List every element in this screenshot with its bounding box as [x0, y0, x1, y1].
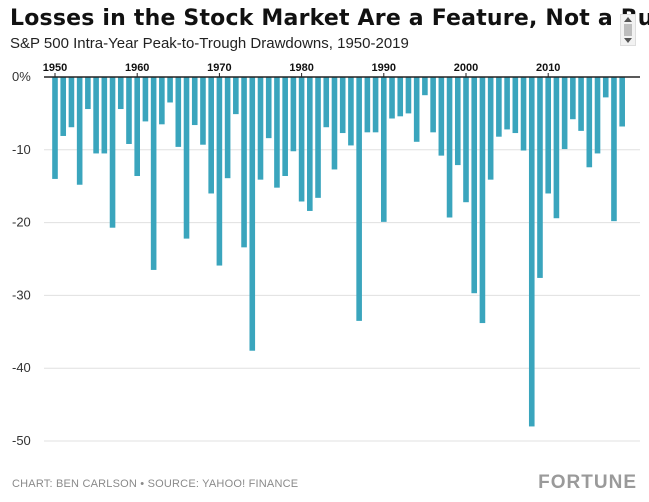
bar-1951 — [60, 77, 67, 136]
bar-1956 — [101, 77, 108, 154]
y-tick-label: -10 — [12, 142, 31, 157]
bar-1993 — [405, 77, 412, 114]
bar-2002 — [479, 77, 486, 324]
bar-1960 — [134, 77, 140, 177]
bar-1959 — [126, 77, 132, 144]
bar-1995 — [422, 77, 428, 96]
bar-2017 — [602, 77, 609, 98]
scroll-thumb[interactable] — [624, 24, 632, 36]
bar-1957 — [109, 77, 116, 228]
bar-2013 — [570, 77, 576, 120]
bar-2003 — [487, 77, 494, 180]
bar-1962 — [150, 77, 157, 270]
bar-1994 — [413, 77, 420, 142]
bar-2004 — [496, 77, 502, 137]
bar-2000 — [463, 77, 469, 203]
bar-1984 — [331, 77, 338, 170]
bar-1954 — [85, 77, 91, 110]
bar-1982 — [315, 77, 321, 198]
y-gridlines — [44, 149, 640, 442]
bar-2016 — [594, 77, 601, 154]
x-tick-label: 1980 — [289, 62, 313, 74]
bar-1970 — [216, 77, 223, 266]
bar-1968 — [200, 77, 206, 145]
chart-credit: CHART: BEN CARLSON • SOURCE: YAHOO! FINA… — [12, 478, 299, 490]
chart-title: Losses in the Stock Market Are a Feature… — [10, 6, 649, 31]
bar-1966 — [183, 77, 190, 239]
bar-2015 — [586, 77, 593, 168]
bar-1950 — [52, 77, 58, 179]
bar-2019 — [619, 77, 625, 127]
bar-1987 — [356, 77, 362, 321]
bar-2018 — [611, 77, 617, 222]
x-tick-label: 1950 — [43, 62, 67, 74]
bar-2006 — [512, 77, 519, 134]
bar-1978 — [282, 77, 288, 177]
bar-1986 — [348, 77, 354, 146]
scroll-down-arrow-icon[interactable] — [624, 38, 632, 43]
bar-1969 — [208, 77, 214, 194]
y-axis: 0% -10 -20 -30 -40 -50 — [12, 69, 31, 448]
bar-1999 — [454, 77, 461, 166]
bar-1988 — [364, 77, 371, 133]
bar-1985 — [339, 77, 346, 134]
y-tick-label: 0% — [12, 69, 31, 84]
bar-2005 — [504, 77, 510, 130]
x-tick-label: 1990 — [372, 62, 396, 74]
brand-logo: FORTUNE — [538, 472, 637, 493]
y-tick-label: -40 — [12, 360, 31, 375]
bar-1965 — [175, 77, 182, 147]
bar-2010 — [545, 77, 551, 194]
bar-2014 — [578, 77, 584, 131]
bars — [52, 77, 625, 427]
y-tick-label: -20 — [12, 215, 31, 230]
bar-1972 — [233, 77, 239, 115]
bar-1981 — [307, 77, 313, 211]
bar-1980 — [298, 77, 305, 202]
chart-subtitle: S&P 500 Intra-Year Peak-to-Trough Drawdo… — [10, 35, 409, 52]
x-tick-label: 1970 — [207, 62, 231, 74]
bar-2008 — [528, 77, 535, 427]
scrollbar[interactable] — [620, 14, 636, 46]
bar-1991 — [389, 77, 395, 119]
bar-1964 — [167, 77, 173, 103]
scroll-up-arrow-icon[interactable] — [624, 17, 632, 22]
x-tick-label: 1960 — [125, 62, 149, 74]
bar-1953 — [76, 77, 83, 185]
bar-1976 — [265, 77, 272, 139]
bar-1997 — [438, 77, 445, 156]
bar-1963 — [159, 77, 165, 125]
x-tick-label: 2000 — [454, 62, 478, 74]
bar-2007 — [520, 77, 527, 151]
bar-2001 — [471, 77, 478, 294]
y-tick-label: -30 — [12, 287, 31, 302]
bar-1958 — [117, 77, 124, 110]
bar-2012 — [561, 77, 568, 150]
bar-2009 — [537, 77, 543, 278]
bar-1996 — [430, 77, 436, 133]
bar-1989 — [372, 77, 379, 133]
x-tick-label: 2010 — [536, 62, 560, 74]
bar-1971 — [224, 77, 231, 179]
bar-1955 — [93, 77, 99, 154]
bar-1977 — [274, 77, 280, 188]
bar-1952 — [68, 77, 75, 128]
bar-1992 — [397, 77, 404, 117]
bar-1998 — [446, 77, 453, 218]
bar-1975 — [257, 77, 264, 180]
bar-1990 — [381, 77, 387, 222]
bar-1979 — [290, 77, 297, 152]
y-tick-label: -50 — [12, 433, 31, 448]
bar-1974 — [249, 77, 256, 351]
bar-1961 — [142, 77, 149, 122]
x-axis: 1950 1960 1970 1980 1990 2000 2010 — [43, 62, 640, 78]
bar-1983 — [323, 77, 330, 128]
bar-1973 — [241, 77, 247, 248]
bar-2011 — [553, 77, 560, 219]
bar-1967 — [191, 77, 198, 126]
